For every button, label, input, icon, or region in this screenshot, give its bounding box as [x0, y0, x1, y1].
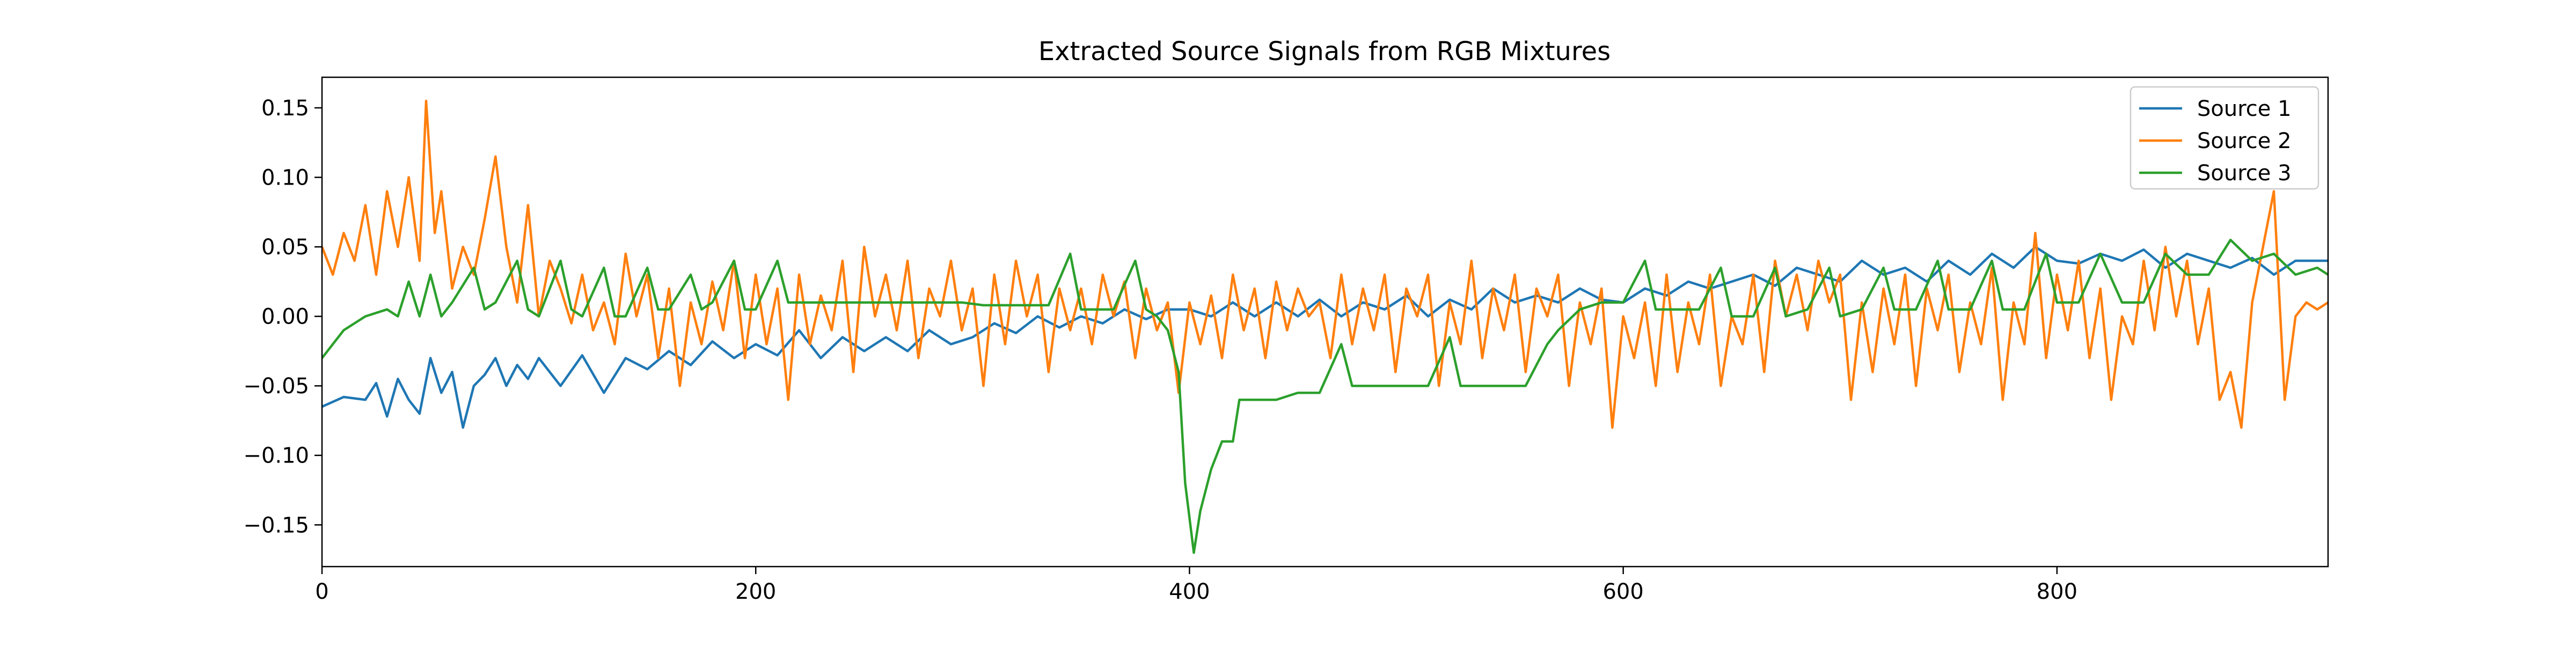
plot-frame: [321, 76, 2329, 568]
y-tick-label: 0.05: [261, 235, 309, 260]
x-tick-label: 800: [2037, 579, 2077, 604]
y-tick-label: −0.10: [243, 444, 309, 468]
legend-box: [2129, 86, 2319, 190]
legend-label-source-2: Source 2: [2197, 129, 2292, 153]
legend-label-source-3: Source 3: [2197, 161, 2292, 186]
x-tick-label: 200: [735, 579, 776, 604]
chart-title: Extracted Source Signals from RGB Mixtur…: [1038, 36, 1611, 67]
series-line-source-1: [322, 245, 2328, 429]
y-tick-label: −0.15: [243, 513, 309, 538]
legend-label-source-1: Source 1: [2197, 97, 2292, 121]
series-layer: [322, 99, 2328, 554]
x-tick-label: 600: [1602, 579, 1643, 604]
x-tick-label: 400: [1169, 579, 1210, 604]
y-tick-label: −0.05: [243, 374, 309, 399]
legend: Source 1 Source 2 Source 3: [2129, 86, 2319, 190]
y-tick-label: 0.15: [261, 96, 309, 121]
x-tick-label: 0: [315, 579, 328, 604]
y-tick-label: 0.10: [261, 166, 309, 190]
series-line-source-2: [322, 99, 2328, 429]
series-line-source-3: [322, 238, 2328, 554]
y-tick-label: 0.00: [261, 305, 309, 329]
axes-layer: 0 200 400 600 800 −0.15 −0.10 −0.05 0.00 0.05 0.10…: [243, 76, 2329, 604]
